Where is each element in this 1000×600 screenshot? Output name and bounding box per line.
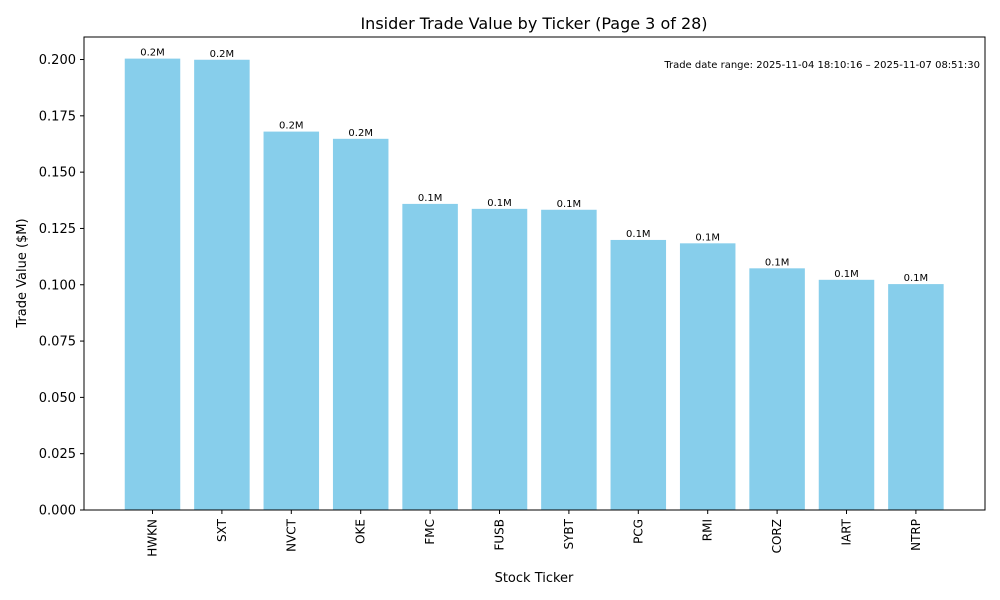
x-tick-label: SXT xyxy=(215,518,229,542)
x-tick-label: NVCT xyxy=(284,518,298,552)
x-tick-label: CORZ xyxy=(770,519,784,553)
y-axis-label: Trade Value ($M) xyxy=(15,218,30,328)
y-tick-label: 0.200 xyxy=(39,53,76,68)
data-label-fmc: 0.1M xyxy=(418,193,443,204)
y-tick-label: 0.100 xyxy=(39,278,76,293)
data-label-ntrp: 0.1M xyxy=(904,273,929,284)
data-label-corz: 0.1M xyxy=(765,257,790,268)
y-tick-label: 0.175 xyxy=(39,109,76,124)
x-tick-label: FMC xyxy=(423,519,437,545)
data-label-sybt: 0.1M xyxy=(557,199,582,210)
bar-fusb xyxy=(471,208,528,511)
y-tick-label: 0.150 xyxy=(39,166,76,181)
bar-nvct xyxy=(263,131,320,510)
data-label-fusb: 0.1M xyxy=(487,198,512,209)
x-axis-label: Stock Ticker xyxy=(495,571,574,586)
data-label-oke: 0.2M xyxy=(348,128,373,139)
y-tick-label: 0.000 xyxy=(39,504,76,519)
plot-frame xyxy=(83,36,986,511)
x-tick-label: PCG xyxy=(631,519,645,544)
data-label-iart: 0.1M xyxy=(834,269,859,280)
bar-oke xyxy=(332,138,389,510)
x-axis: HWKN SXT NVCT OKE FMC FUSB SYBT PCG RMI CORZ IART N… xyxy=(146,510,923,557)
x-tick-label: FUSB xyxy=(493,519,507,551)
x-tick-label: NTRP xyxy=(909,519,923,551)
bar-iart xyxy=(818,279,875,510)
x-tick-label: IART xyxy=(840,518,854,545)
x-tick-label: SYBT xyxy=(562,518,576,549)
x-tick-label: HWKN xyxy=(146,519,160,557)
data-label-pcg: 0.1M xyxy=(626,229,651,240)
bar-ntrp xyxy=(888,284,944,510)
data-label-hwkn: 0.2M xyxy=(140,48,165,59)
bar-sybt xyxy=(541,209,597,510)
bar-pcg xyxy=(610,239,667,510)
data-label-rmi: 0.1M xyxy=(695,232,720,243)
data-labels-group: 0.2M 0.2M 0.2M 0.2M 0.1M 0.1M 0.1M 0.1M 0.1M 0.1M… xyxy=(140,48,928,284)
data-label-nvct: 0.2M xyxy=(279,121,304,132)
y-tick-label: 0.125 xyxy=(39,222,76,237)
bar-sxt xyxy=(194,59,250,510)
y-tick-label: 0.050 xyxy=(39,391,76,406)
bar-corz xyxy=(749,268,805,510)
y-tick-label: 0.025 xyxy=(39,447,76,462)
bar-rmi xyxy=(679,243,736,510)
bar-hwkn xyxy=(124,58,181,511)
y-tick-label: 0.075 xyxy=(39,335,76,350)
bars-group xyxy=(124,58,944,511)
chart-title: Insider Trade Value by Ticker (Page 3 of… xyxy=(360,14,707,33)
data-label-sxt: 0.2M xyxy=(210,49,235,60)
x-tick-label: RMI xyxy=(701,519,715,541)
y-axis: 0.000 0.025 0.050 0.075 0.100 0.125 0.150 0.175… xyxy=(39,53,84,519)
bar-fmc xyxy=(402,203,458,510)
x-tick-label: OKE xyxy=(354,519,368,544)
date-range-annotation: Trade date range: 2025-11-04 18:10:16 – … xyxy=(663,60,980,71)
